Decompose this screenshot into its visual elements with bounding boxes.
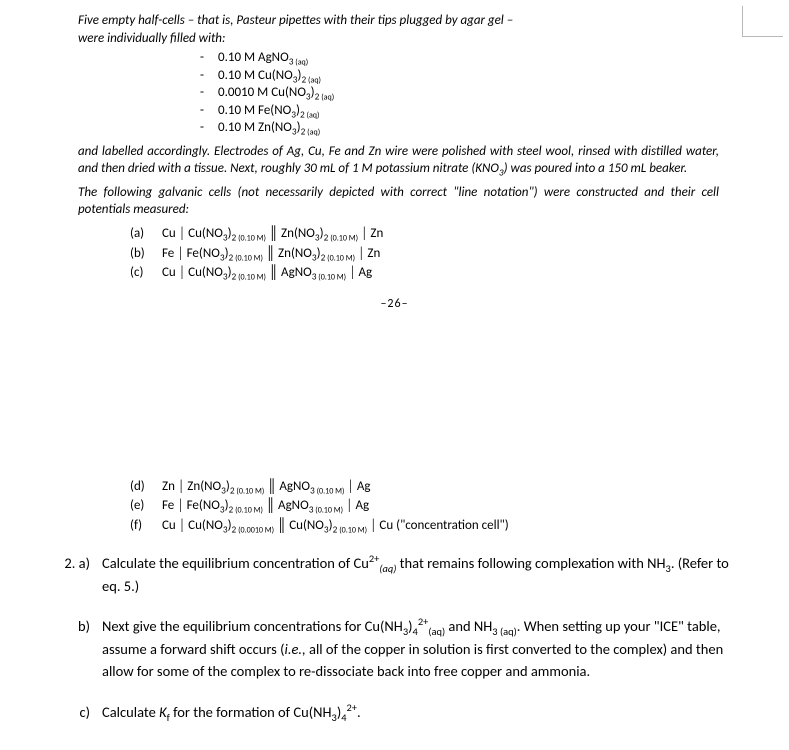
intro-line2: were individually filled with: bbox=[78, 30, 719, 48]
cell-notation-row: (a)Cu │ Cu(NO3)2 (0.10 M) ║ Zn(NO3)2 (0.… bbox=[130, 225, 759, 243]
q2c-t1: Calculate bbox=[102, 703, 159, 721]
q2b-t1: Next give the equilibrium concentrations… bbox=[102, 617, 403, 635]
solution-list: -0.10 M AgNO3 (aq)-0.10 M Cu(NO3)2 (aq)-… bbox=[30, 49, 759, 137]
q2c-label: c) bbox=[42, 701, 102, 723]
galvanic-cells-group1: (a)Cu │ Cu(NO3)2 (0.10 M) ║ Zn(NO3)2 (0.… bbox=[130, 225, 759, 282]
q2a-label: 2. a) bbox=[42, 552, 102, 597]
cell-notation-row: (f)Cu │ Cu(NO3)2 (0.0010 M) ║ Cu(NO3)2 (… bbox=[130, 517, 759, 535]
galvanic-cells-group2: (d)Zn │ Zn(NO3)2 (0.10 M) ║ AgNO3 (0.10 … bbox=[130, 478, 759, 535]
para-galvanic: The following galvanic cells (not necess… bbox=[78, 184, 719, 219]
q2b-text: Next give the equilibrium concentrations… bbox=[102, 615, 729, 682]
q2b-label: b) bbox=[42, 615, 102, 682]
page-corner-mark bbox=[742, 6, 783, 37]
q2c-t3: . bbox=[357, 703, 361, 721]
q2b-s3: (aq) bbox=[428, 625, 445, 638]
q2b-s5: (aq) bbox=[498, 625, 517, 638]
intro-line1: Five empty half-cells – that is, Pasteur… bbox=[78, 12, 719, 30]
q2a-row: 2. a) Calculate the equilibrium concentr… bbox=[42, 552, 729, 597]
solution-item: -0.10 M AgNO3 (aq) bbox=[200, 49, 759, 67]
q2a-sub: (aq) bbox=[379, 562, 396, 575]
q2c-row: c) Calculate Kf for the formation of Cu(… bbox=[42, 701, 729, 723]
q2a-t1: Calculate the equilibrium concentration … bbox=[102, 554, 369, 572]
q2c-text: Calculate Kf for the formation of Cu(NH3… bbox=[102, 701, 729, 723]
spacer bbox=[30, 312, 759, 472]
cell-notation-row: (b)Fe │ Fe(NO3)2 (0.10 M) ║ Zn(NO3)2 (0.… bbox=[130, 245, 759, 263]
solution-item: -0.10 M Zn(NO3)2 (aq) bbox=[200, 119, 759, 137]
q2b-sup1: 2+ bbox=[418, 616, 429, 629]
solution-item: -0.10 M Cu(NO3)2 (aq) bbox=[200, 67, 759, 85]
para-electrodes: and labelled accordingly. Electrodes of … bbox=[78, 143, 719, 178]
q2b-ital: i.e., bbox=[285, 640, 306, 658]
para2b: ) was poured into a 150 mL beaker. bbox=[504, 161, 687, 176]
q2a-sup: 2+ bbox=[369, 553, 380, 566]
q2b-row: b) Next give the equilibrium concentrati… bbox=[42, 615, 729, 682]
q2a-text: Calculate the equilibrium concentration … bbox=[102, 552, 729, 597]
solution-item: -0.0010 M Cu(NO3)2 (aq) bbox=[200, 84, 759, 102]
question-2: 2. a) Calculate the equilibrium concentr… bbox=[42, 552, 729, 723]
q2c-kf: K bbox=[159, 703, 167, 721]
q2a-t2: that remains following complexation with… bbox=[396, 554, 665, 572]
q2c-sup1: 2+ bbox=[347, 701, 358, 714]
cell-notation-row: (d)Zn │ Zn(NO3)2 (0.10 M) ║ AgNO3 (0.10 … bbox=[130, 478, 759, 496]
solution-item: -0.10 M Fe(NO3)2 (aq) bbox=[200, 102, 759, 120]
q2c-t2: for the formation of Cu(NH bbox=[170, 703, 332, 721]
intro-block: Five empty half-cells – that is, Pasteur… bbox=[78, 12, 719, 47]
cell-notation-row: (e)Fe │ Fe(NO3)2 (0.10 M) ║ AgNO3 (0.10 … bbox=[130, 497, 759, 515]
cell-notation-row: (c)Cu │ Cu(NO3)2 (0.10 M) ║ AgNO3 (0.10 … bbox=[130, 264, 759, 282]
q2b-t2: and NH bbox=[445, 617, 492, 635]
page-number: –26– bbox=[30, 296, 759, 312]
